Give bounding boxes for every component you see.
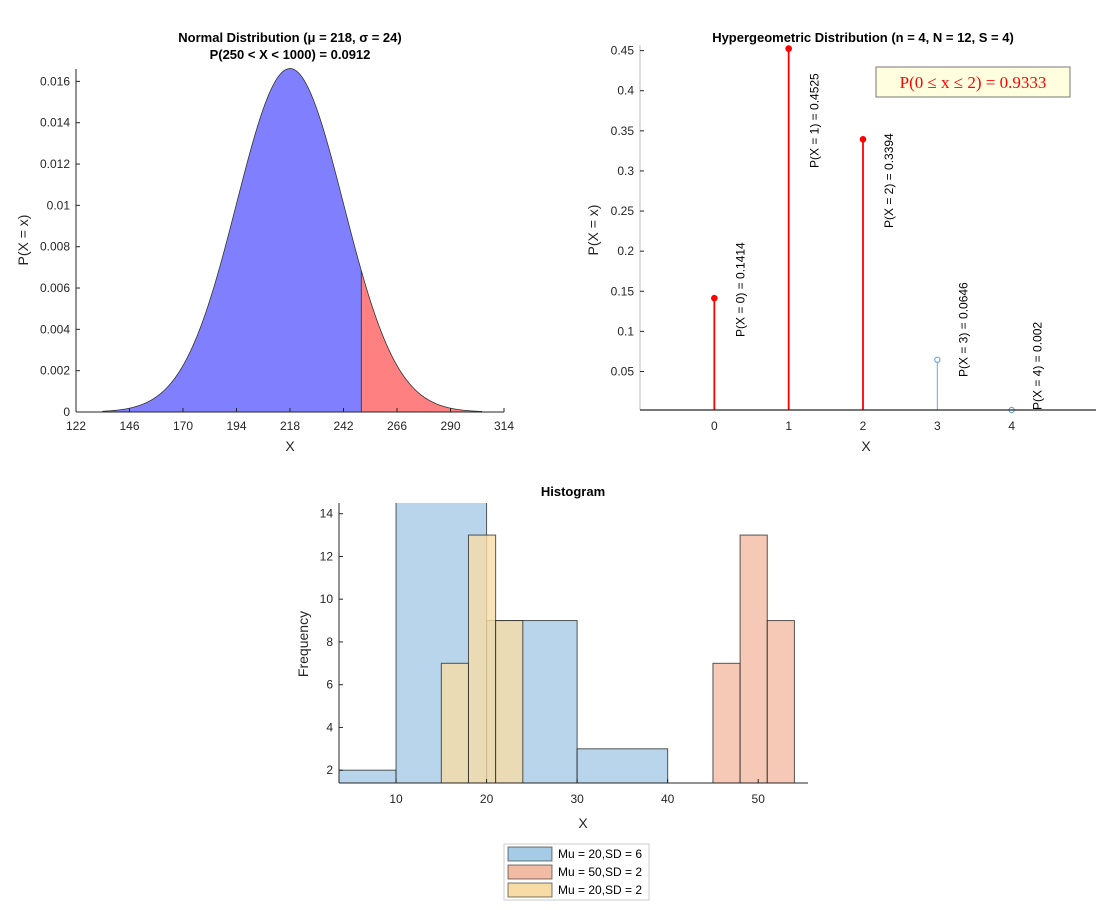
- hyper-x-tick-label: 4: [1008, 419, 1015, 433]
- stem-value-label: P(X = 1) = 0.4525: [808, 73, 822, 168]
- hyper-y-tick-label: 0.1: [617, 324, 634, 338]
- stem-value-label: P(X = 2) = 0.3394: [882, 133, 896, 228]
- hist-x-tick-label: 40: [661, 792, 675, 806]
- hist-y-tick-label: 2: [326, 763, 333, 777]
- legend-label: Mu = 20,SD = 6: [558, 847, 642, 861]
- stem-marker: [785, 45, 792, 52]
- normal-x-tick-label: 146: [119, 419, 139, 433]
- stem-marker: [934, 356, 941, 363]
- hyper-y-tick-label: 0.05: [611, 364, 635, 378]
- hist-y-tick-label: 14: [320, 507, 334, 521]
- normal-distribution-chart: Normal Distribution (μ = 218, σ = 24) P(…: [15, 30, 514, 454]
- normal-ylabel: P(X = x): [15, 215, 31, 266]
- normal-x-tick-label: 314: [494, 419, 514, 433]
- normal-x-tick-label: 290: [440, 419, 460, 433]
- legend-label: Mu = 20,SD = 2: [558, 883, 642, 897]
- legend-swatch: [507, 882, 553, 898]
- hyper-xlabel: X: [861, 438, 871, 454]
- normal-x-tick-label: 194: [226, 419, 246, 433]
- normal-y-tick-label: 0.016: [40, 74, 70, 88]
- normal-body-area: [102, 68, 362, 413]
- histogram-bar: [739, 534, 768, 783]
- legend-label: Mu = 50,SD = 2: [558, 865, 642, 879]
- hyper-x-tick-label: 3: [934, 419, 941, 433]
- hist-y-tick-label: 4: [326, 720, 333, 734]
- hyper-y-tick-label: 0.15: [611, 284, 635, 298]
- normal-y-tick-label: 0.012: [40, 157, 70, 171]
- histogram-bar: [339, 769, 397, 783]
- normal-x-tick-label: 122: [66, 419, 86, 433]
- hist-xlabel: X: [578, 815, 588, 831]
- normal-y-tick-label: 0: [63, 405, 70, 419]
- normal-subtitle: P(250 < X < 1000) = 0.0912: [210, 47, 371, 62]
- hist-y-tick-label: 8: [326, 635, 333, 649]
- histogram-chart: Histogram X Frequency Mu = 20,SD = 6Mu =…: [295, 484, 808, 901]
- hist-bars: [339, 503, 795, 783]
- hist-title: Histogram: [541, 484, 605, 499]
- hist-x-tick-label: 50: [752, 792, 766, 806]
- normal-y-tick-label: 0.004: [40, 322, 70, 336]
- hyper-y-tick-label: 0.35: [611, 124, 635, 138]
- legend-swatch: [507, 846, 553, 862]
- probability-annotation: P(0 ≤ x ≤ 2) = 0.9333: [900, 73, 1047, 92]
- hyper-y-tick-label: 0.4: [617, 84, 634, 98]
- hist-x-tick-label: 30: [570, 792, 584, 806]
- normal-x-tick-label: 170: [173, 419, 193, 433]
- histogram-bar: [467, 534, 497, 783]
- hist-x-tick-label: 20: [480, 792, 494, 806]
- hist-y-tick-label: 12: [320, 549, 334, 563]
- histogram-bar: [576, 748, 669, 783]
- normal-title: Normal Distribution (μ = 218, σ = 24): [178, 30, 401, 45]
- normal-tail-area: [360, 270, 483, 413]
- hyper-y-tick-label: 0.25: [611, 204, 635, 218]
- histogram-bar: [766, 620, 795, 783]
- histogram-bar: [495, 620, 524, 783]
- normal-y-tick-label: 0.01: [47, 198, 71, 212]
- hyper-title: Hypergeometric Distribution (n = 4, N = …: [712, 30, 1014, 45]
- normal-x-tick-label: 266: [387, 419, 407, 433]
- hyper-x-tick-label: 2: [860, 419, 867, 433]
- stem-value-label: P(X = 3) = 0.0646: [956, 282, 970, 377]
- normal-x-tick-label: 242: [333, 419, 353, 433]
- hist-y-tick-label: 6: [326, 678, 333, 692]
- histogram-bar: [712, 662, 741, 783]
- normal-y-tick-label: 0.008: [40, 240, 70, 254]
- hyper-x-tick-label: 1: [785, 419, 792, 433]
- hypergeometric-chart: Hypergeometric Distribution (n = 4, N = …: [585, 30, 1096, 454]
- normal-y-tick-label: 0.014: [40, 116, 70, 130]
- hyper-y-tick-label: 0.2: [617, 244, 634, 258]
- normal-x-tick-label: 218: [280, 419, 300, 433]
- hist-ylabel: Frequency: [295, 611, 311, 677]
- legend-swatch: [507, 864, 553, 880]
- stem-marker: [859, 136, 867, 143]
- stem-value-label: P(X = 0) = 0.1414: [733, 242, 747, 337]
- hist-x-tick-label: 10: [389, 792, 403, 806]
- hyper-x-tick-label: 0: [711, 419, 718, 433]
- histogram-bar: [440, 662, 469, 783]
- hyper-y-tick-label: 0.3: [617, 164, 634, 178]
- hist-y-tick-label: 10: [320, 592, 334, 606]
- normal-y-tick-label: 0.006: [40, 281, 70, 295]
- stem-value-label: P(X = 4) = 0.002: [1031, 322, 1045, 410]
- hyper-y-tick-label: 0.45: [611, 44, 635, 58]
- stem-marker: [711, 294, 718, 302]
- normal-y-tick-label: 0.002: [40, 364, 70, 378]
- hyper-ylabel: P(X = x): [585, 205, 601, 256]
- probability-annotation-box: [875, 66, 1071, 98]
- legend: Mu = 20,SD = 6 Mu = 50,SD = 2 Mu = 20,SD =…: [503, 843, 650, 901]
- normal-xlabel: X: [285, 438, 295, 454]
